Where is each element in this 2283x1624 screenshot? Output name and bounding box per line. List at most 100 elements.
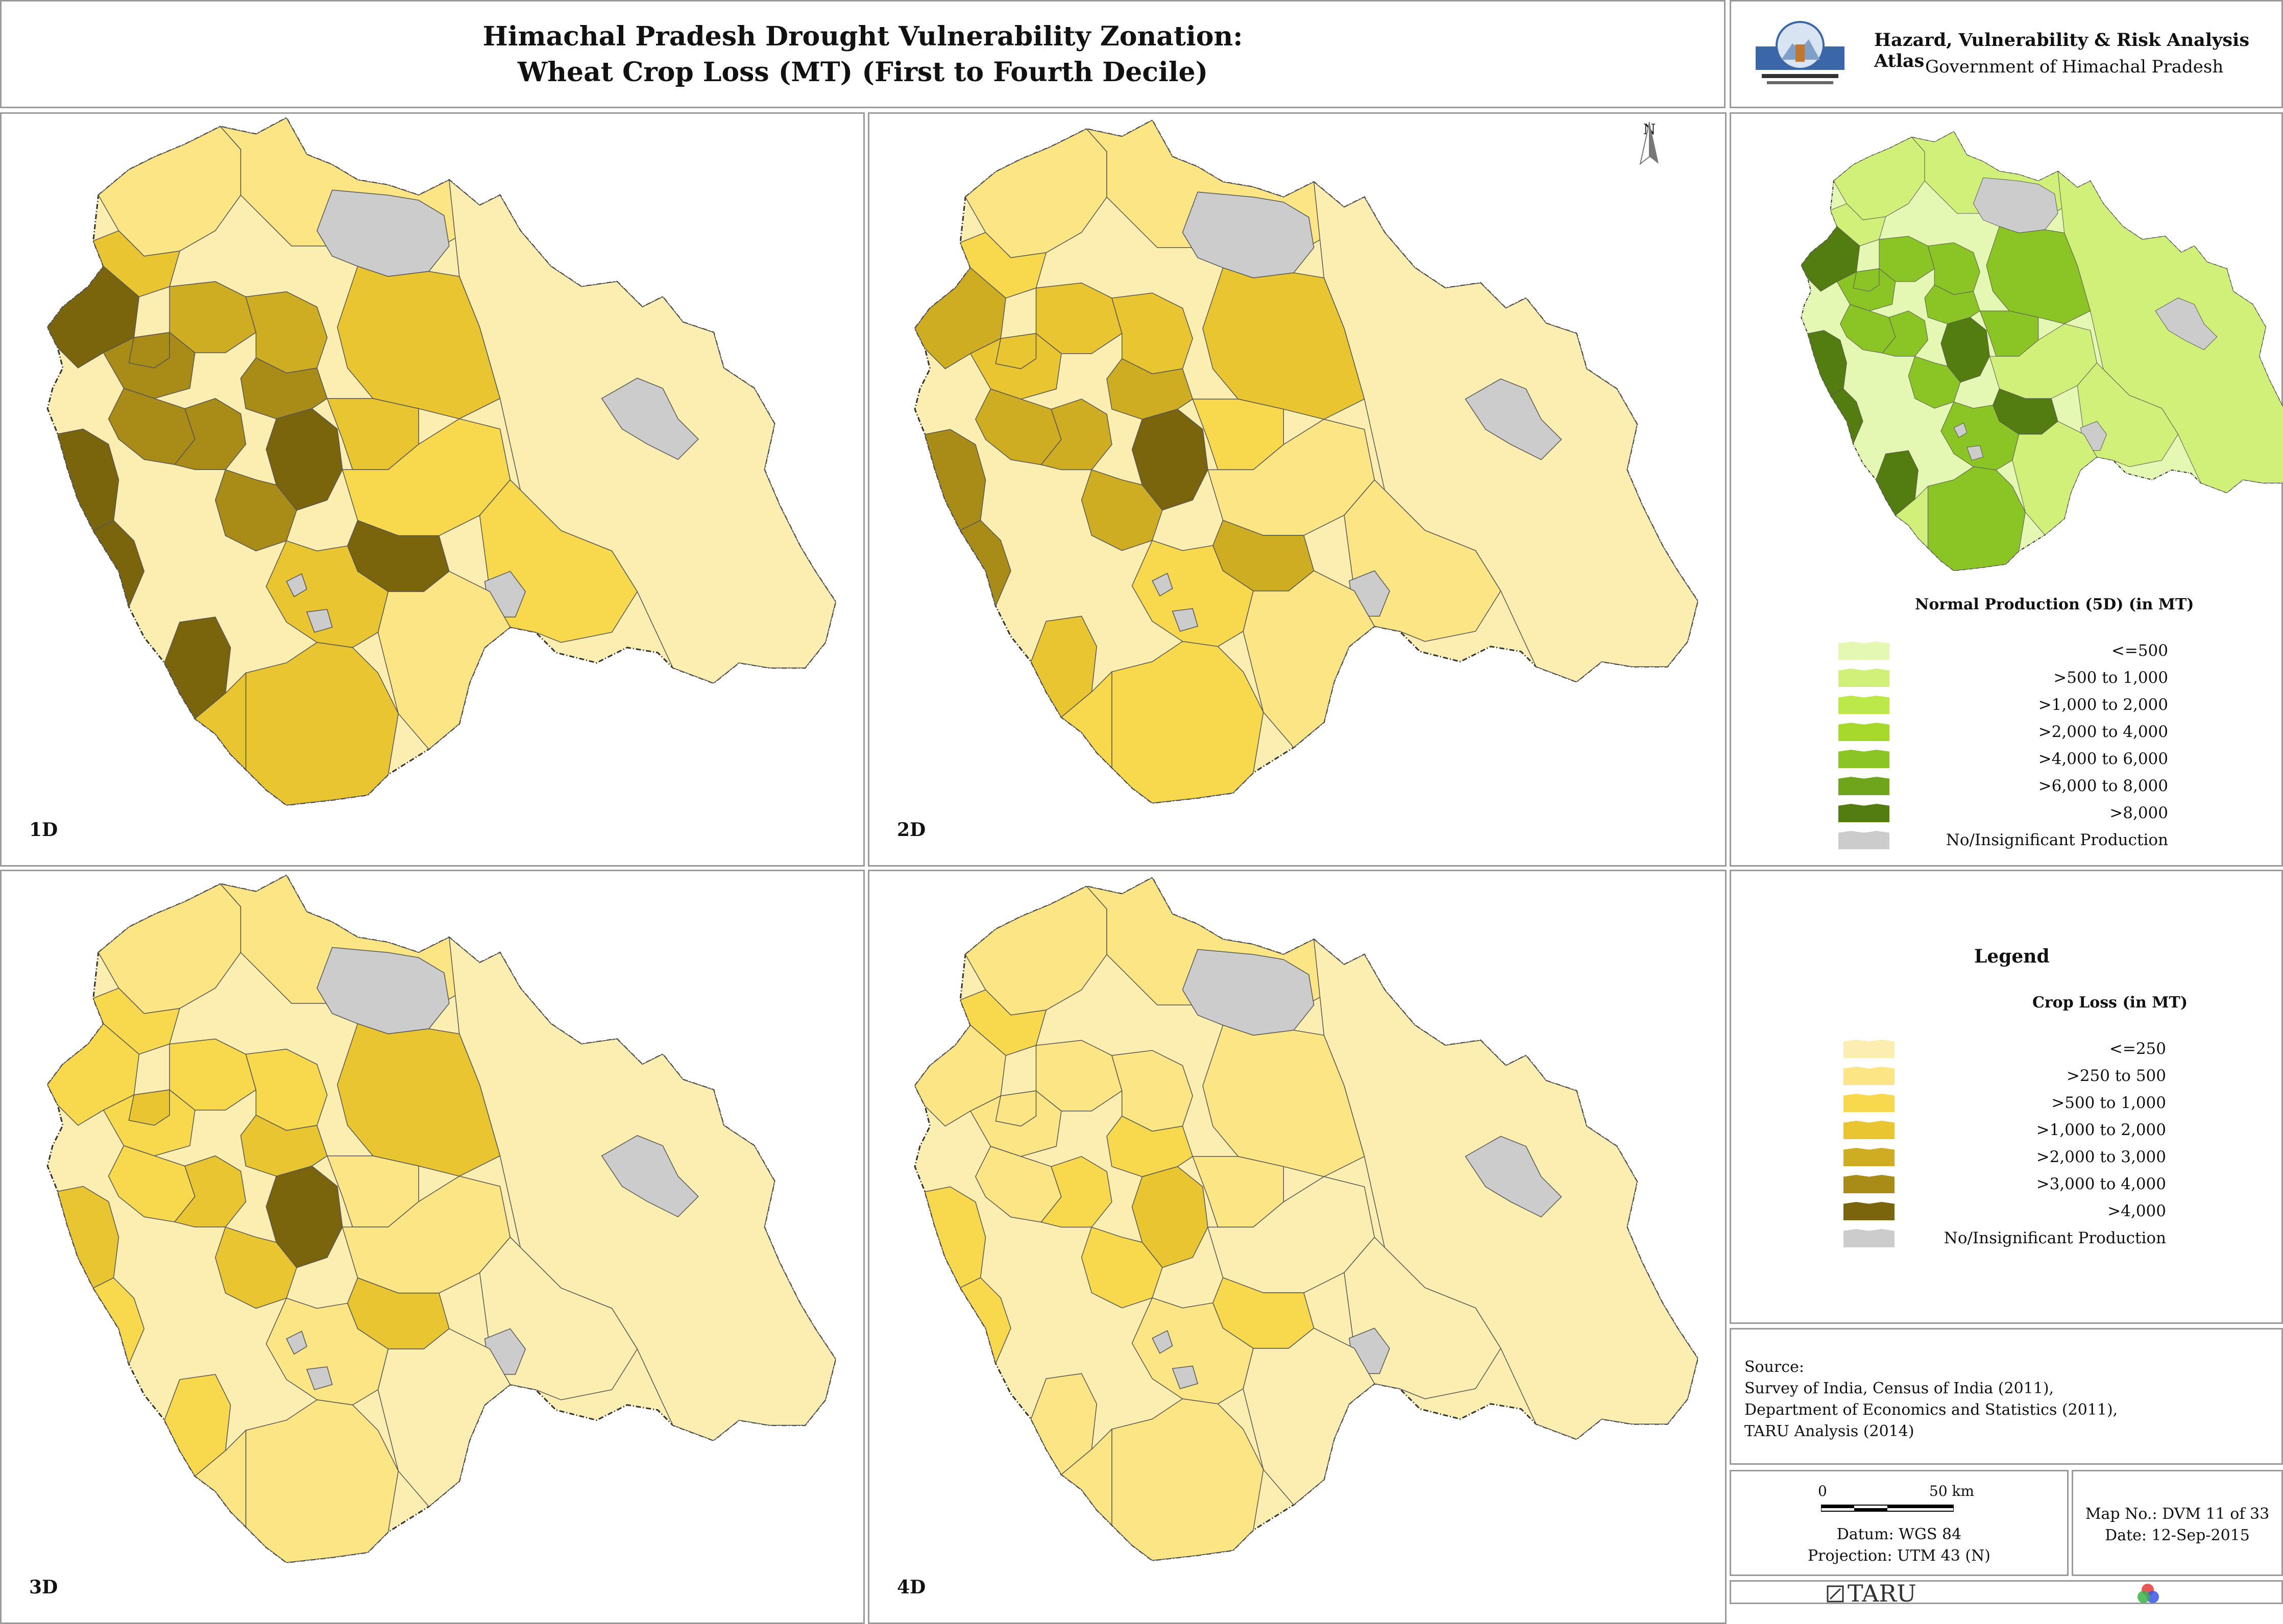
map-panel-2d: 2D N — [868, 112, 1727, 867]
source-heading: Source: — [1744, 1358, 1804, 1376]
district-grey-south — [1172, 608, 1199, 632]
district-solan — [1131, 540, 1254, 647]
crop-loss-legend-item: >3,000 to 4,000 — [1731, 1175, 2281, 1195]
crop-loss-legend-item: >500 to 1,000 — [1731, 1094, 2281, 1114]
map-number: Map No.: DVM 11 of 33 — [2085, 1505, 2270, 1523]
map-title-line-2: Wheat Crop Loss (MT) (First to Fourth De… — [517, 57, 1208, 88]
crop-loss-legend-swatch — [1843, 1175, 1895, 1193]
district-mandi-core — [1940, 317, 1990, 383]
district-kangra-west — [914, 267, 1006, 370]
crop-loss-legend-item: >4,000 — [1731, 1202, 2281, 1222]
production-legend-swatch — [1838, 777, 1889, 795]
himachal-emblem-logo — [1756, 21, 1844, 84]
panel-label-3d: 3D — [29, 1577, 58, 1598]
production-legend-label: >2,000 to 4,000 — [2038, 723, 2168, 741]
production-legend-swatch — [1838, 642, 1889, 660]
crop-loss-legend-item: >2,000 to 3,000 — [1731, 1148, 2281, 1168]
production-legend-item: >4,000 to 6,000 — [1731, 750, 2281, 770]
district-una — [92, 1277, 145, 1366]
district-kangra-extra — [1853, 268, 1880, 292]
district-grey-mid — [1953, 422, 1968, 438]
district-solan-south — [1927, 466, 2026, 571]
production-legend-label: >8,000 — [2109, 804, 2168, 822]
district-kinnaur-grey — [1465, 1136, 1562, 1218]
north-arrow: N — [1638, 121, 1661, 165]
production-inset-panel: Normal Production (5D) (in MT) <=500 >500… — [1730, 112, 2283, 867]
crop-loss-legend-panel: Legend Crop Loss (in MT) <=250 >250 to 50… — [1730, 870, 2283, 1324]
district-grey-mid — [286, 1331, 307, 1355]
crop-loss-legend-title: Crop Loss (in MT) — [2032, 994, 2188, 1012]
district-kangra-west — [914, 1024, 1006, 1127]
map-panel-4d: 4D — [868, 870, 1727, 1624]
district-kinnaur-grey — [1465, 378, 1562, 460]
map-date: Date: 12-Sep-2015 — [2105, 1527, 2250, 1544]
district-kullu — [1202, 1024, 1365, 1177]
district-kangra-east — [169, 281, 257, 353]
district-grey-south — [1172, 1365, 1199, 1389]
production-legend-label: >500 to 1,000 — [2053, 669, 2168, 687]
district-kullu — [1986, 226, 2091, 325]
production-legend-swatch — [1838, 696, 1889, 714]
district-solan — [1940, 401, 2020, 471]
district-nahan — [1060, 1428, 1112, 1526]
rgb-circles-logo — [2138, 1584, 2159, 1603]
production-legend-item: >8,000 — [1731, 804, 2281, 824]
crop-loss-legend-label: >1,000 to 2,000 — [2036, 1121, 2166, 1139]
district-solan-south — [245, 642, 399, 806]
district-sirmaur — [377, 571, 511, 750]
district-mandi-center — [240, 1115, 328, 1177]
district-grey-mid — [1152, 573, 1173, 597]
district-nahan — [1895, 485, 1928, 549]
atlas-subtitle: Government of Himachal Pradesh — [1925, 57, 2224, 77]
district-mandi-core — [265, 1165, 343, 1268]
production-legend-label: >1,000 to 2,000 — [2038, 696, 2168, 714]
district-nahan — [194, 672, 247, 771]
production-legend-item: >2,000 to 4,000 — [1731, 723, 2281, 743]
district-kangra-extra — [995, 333, 1037, 370]
district-una — [92, 520, 145, 608]
district-nahan — [194, 1429, 247, 1528]
district-una — [960, 520, 1011, 607]
district-mandi-center — [1106, 358, 1194, 420]
district-kullu — [336, 1023, 501, 1177]
crop-loss-legend-item: >1,000 to 2,000 — [1731, 1121, 2281, 1141]
production-legend-item: No/Insignificant Production — [1731, 831, 2281, 851]
district-sirmaur — [1243, 1327, 1375, 1506]
district-una — [960, 1277, 1011, 1365]
crop-loss-legend-label: No/Insignificant Production — [1944, 1229, 2166, 1247]
district-kangra-east — [1035, 282, 1123, 354]
district-kangra-west — [47, 1023, 140, 1126]
district-kangra-extra — [128, 332, 170, 368]
crop-loss-legend-label: <=250 — [2109, 1040, 2166, 1058]
panel-label-2d: 2D — [897, 819, 926, 841]
production-legend-title: Normal Production (5D) (in MT) — [1915, 596, 2194, 613]
district-kullu — [336, 265, 501, 420]
crop-loss-legend-swatch — [1843, 1067, 1895, 1085]
production-legend-swatch — [1838, 831, 1889, 849]
production-legend-item: >6,000 to 8,000 — [1731, 777, 2281, 797]
panel-label-4d: 4D — [897, 1577, 926, 1598]
crop-loss-legend-label: >500 to 1,000 — [2051, 1094, 2166, 1112]
district-kinnaur-grey — [601, 1135, 699, 1218]
district-mandi-core — [1131, 408, 1208, 511]
source-panel: Source: Survey of India, Census of India… — [1730, 1328, 2283, 1465]
district-kangra-east — [1035, 1040, 1123, 1112]
district-kangra-west — [47, 265, 140, 368]
production-legend-label: >4,000 to 6,000 — [2038, 750, 2168, 768]
crop-loss-legend-item: >250 to 500 — [1731, 1067, 2281, 1087]
district-mandi-core — [1131, 1166, 1208, 1268]
crop-loss-legend-swatch — [1843, 1040, 1895, 1058]
district-map-3d — [46, 874, 837, 1564]
crop-loss-legend-swatch — [1843, 1229, 1895, 1247]
production-legend-item: >1,000 to 2,000 — [1731, 696, 2281, 716]
district-solan-south — [1111, 641, 1264, 804]
district-grey-mid — [1152, 1330, 1173, 1354]
atlas-header: Hazard, Vulnerability & Risk Analysis At… — [1730, 0, 2283, 108]
crop-loss-legend-swatch — [1843, 1094, 1895, 1112]
district-una — [1830, 388, 1863, 445]
district-kinnaur-grey — [2155, 298, 2218, 351]
crop-loss-legend-swatch — [1843, 1121, 1895, 1139]
production-legend-swatch — [1838, 750, 1889, 768]
source-line-1: Survey of India, Census of India (2011), — [1744, 1380, 2054, 1397]
district-solan — [1131, 1297, 1254, 1405]
